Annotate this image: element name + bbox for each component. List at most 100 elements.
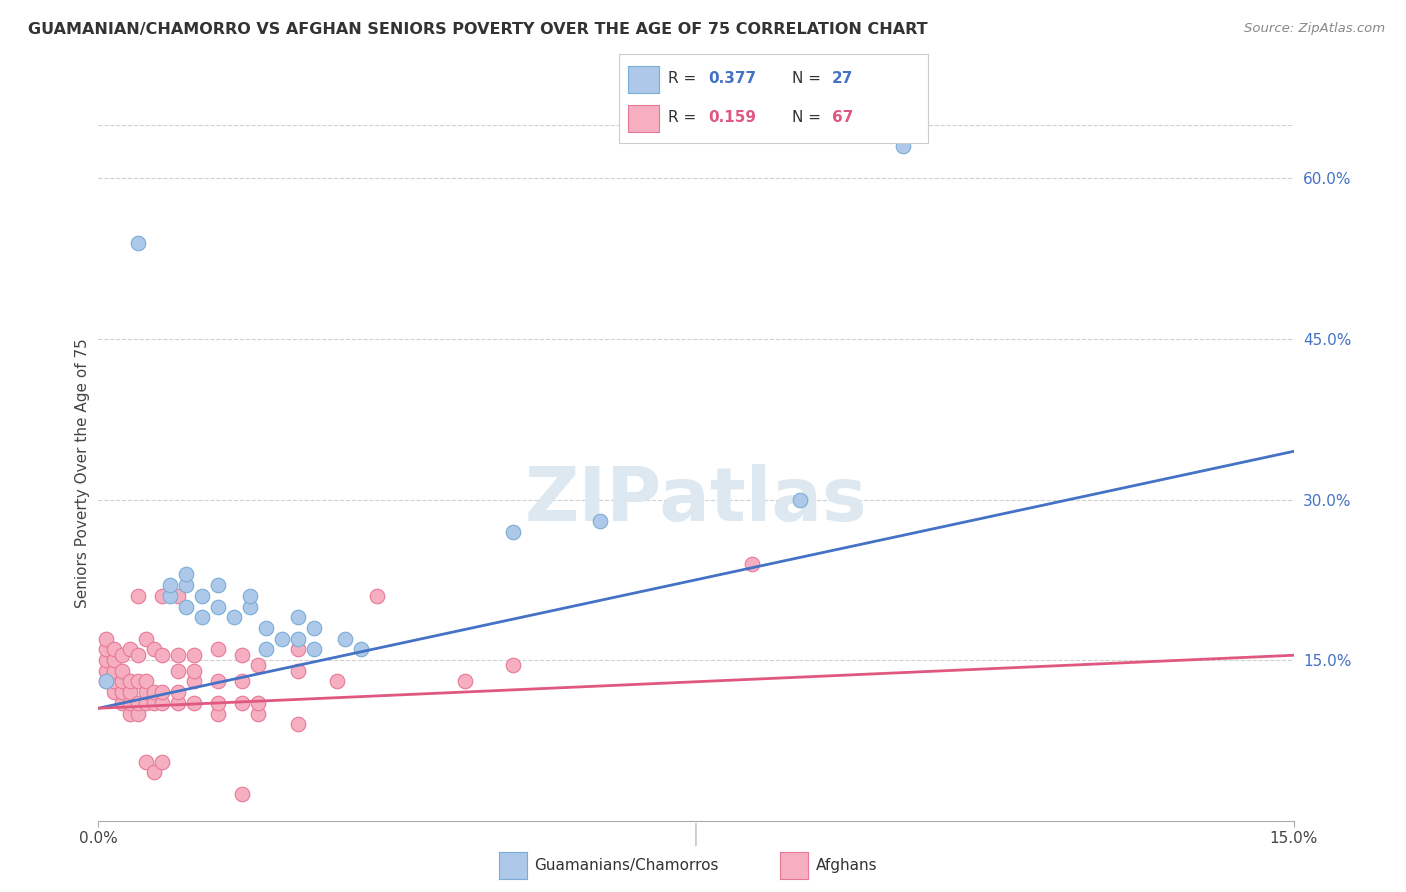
Point xyxy=(103,653,125,667)
Text: Afghans: Afghans xyxy=(815,858,877,872)
Point xyxy=(254,621,277,635)
Text: R =: R = xyxy=(668,111,702,125)
Point xyxy=(150,755,173,769)
Text: GUAMANIAN/CHAMORRO VS AFGHAN SENIORS POVERTY OVER THE AGE OF 75 CORRELATION CHAR: GUAMANIAN/CHAMORRO VS AFGHAN SENIORS POV… xyxy=(28,22,928,37)
Point xyxy=(191,589,214,603)
Point xyxy=(111,648,134,662)
Text: 0.159: 0.159 xyxy=(709,111,756,125)
Point xyxy=(150,696,173,710)
Point xyxy=(239,589,262,603)
Point xyxy=(502,658,524,673)
Point xyxy=(96,653,118,667)
Point xyxy=(287,717,309,731)
Point xyxy=(167,664,190,678)
FancyBboxPatch shape xyxy=(628,66,659,93)
Point xyxy=(326,674,349,689)
Point xyxy=(207,706,229,721)
Point xyxy=(302,642,325,657)
Point xyxy=(246,658,269,673)
Point xyxy=(174,578,197,592)
Point xyxy=(207,696,229,710)
Point xyxy=(135,755,157,769)
Point xyxy=(135,632,157,646)
Point xyxy=(120,642,142,657)
Point xyxy=(891,139,914,153)
Point xyxy=(127,696,149,710)
Text: Guamanians/Chamorros: Guamanians/Chamorros xyxy=(534,858,718,872)
Point xyxy=(350,642,373,657)
FancyBboxPatch shape xyxy=(628,105,659,132)
Text: N =: N = xyxy=(792,71,825,86)
Point xyxy=(135,685,157,699)
Point xyxy=(120,674,142,689)
Point xyxy=(167,696,190,710)
Point xyxy=(150,685,173,699)
Point xyxy=(120,706,142,721)
Point xyxy=(335,632,357,646)
Point xyxy=(207,578,229,592)
Point xyxy=(150,648,173,662)
Point xyxy=(287,642,309,657)
Point xyxy=(135,696,157,710)
Point xyxy=(287,632,309,646)
Point xyxy=(789,492,811,507)
Point xyxy=(143,642,166,657)
Point xyxy=(270,632,292,646)
Point xyxy=(174,599,197,614)
Point xyxy=(111,674,134,689)
Text: Source: ZipAtlas.com: Source: ZipAtlas.com xyxy=(1244,22,1385,36)
Point xyxy=(167,648,190,662)
Point xyxy=(96,664,118,678)
Point xyxy=(231,696,253,710)
Point xyxy=(207,599,229,614)
Point xyxy=(589,514,612,528)
Point xyxy=(231,674,253,689)
Point xyxy=(143,765,166,780)
Point xyxy=(174,567,197,582)
Point xyxy=(222,610,245,624)
Text: 0.377: 0.377 xyxy=(709,71,756,86)
Point xyxy=(103,674,125,689)
Point xyxy=(454,674,477,689)
Text: N =: N = xyxy=(792,111,825,125)
Point xyxy=(96,674,118,689)
Point xyxy=(159,578,181,592)
Point xyxy=(150,589,173,603)
Point xyxy=(167,685,190,699)
Text: 67: 67 xyxy=(832,111,853,125)
Point xyxy=(96,632,118,646)
Point xyxy=(207,674,229,689)
Point xyxy=(120,685,142,699)
Point xyxy=(502,524,524,539)
Point xyxy=(127,648,149,662)
Point xyxy=(120,696,142,710)
Point xyxy=(96,642,118,657)
Point xyxy=(183,664,205,678)
Text: ZIPatlas: ZIPatlas xyxy=(524,464,868,537)
Point xyxy=(96,674,118,689)
Point xyxy=(127,706,149,721)
Point xyxy=(111,696,134,710)
Point xyxy=(167,589,190,603)
Point xyxy=(183,674,205,689)
Point xyxy=(231,787,253,801)
Point xyxy=(366,589,388,603)
Point xyxy=(183,696,205,710)
Y-axis label: Seniors Poverty Over the Age of 75: Seniors Poverty Over the Age of 75 xyxy=(75,338,90,607)
Point xyxy=(191,610,214,624)
Point xyxy=(103,685,125,699)
Point xyxy=(135,674,157,689)
Point xyxy=(103,664,125,678)
Point xyxy=(239,599,262,614)
Point xyxy=(111,685,134,699)
Point xyxy=(287,664,309,678)
Point xyxy=(183,648,205,662)
Point xyxy=(302,621,325,635)
Point xyxy=(246,706,269,721)
Point xyxy=(741,557,763,571)
Point xyxy=(254,642,277,657)
Point xyxy=(111,664,134,678)
Point xyxy=(231,648,253,662)
Point xyxy=(143,696,166,710)
Point xyxy=(127,674,149,689)
